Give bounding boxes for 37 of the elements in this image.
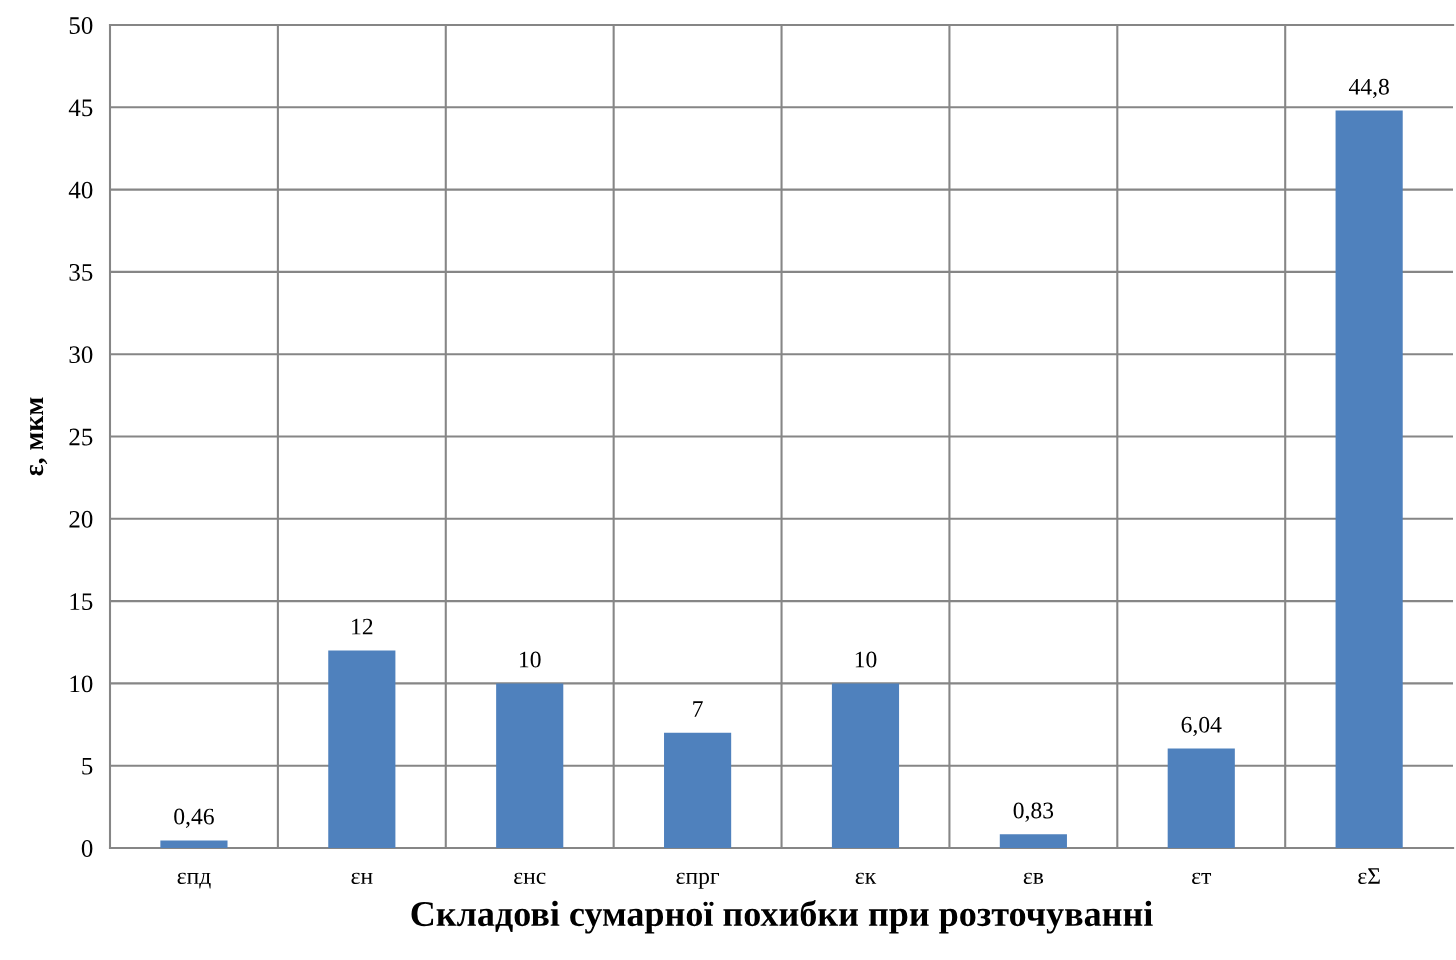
data-label: 10 [519,651,541,668]
y-tick-label: 30 [69,346,93,364]
data-label: 0,83 [1013,802,1054,822]
y-axis-title: ε, мкм [29,397,48,476]
x-tick-label: εпд [177,872,211,889]
y-tick-label: 5 [82,758,93,775]
x-tick-label: εн [351,872,373,885]
bar [328,650,396,848]
data-label: 10 [855,651,877,668]
x-tick-label: εт [1192,872,1212,885]
bar [160,840,228,848]
data-label: 12 [352,618,373,635]
x-tick-label: εпрг [676,872,720,889]
y-tick-label: 0 [81,840,93,857]
bar [664,732,732,848]
bar [831,683,900,848]
x-axis-title: Складові сумарної похибки при розточуванні [411,899,1153,934]
bar [1167,748,1235,848]
data-label: 0,46 [174,808,214,828]
y-tick-label: 10 [70,675,93,693]
y-tick-label: 45 [68,99,93,117]
y-tick-label: 15 [70,593,93,611]
y-tick-label: 20 [69,510,93,528]
y-tick-label: 40 [68,181,93,199]
x-tick-label: εв [1023,872,1044,885]
data-label: 44,8 [1348,78,1389,99]
data-label: 6,04 [1181,716,1222,737]
bar [496,683,564,848]
y-tick-label: 50 [69,17,93,34]
x-tick-label: εнс [514,872,546,885]
bar [999,834,1067,848]
bar [1335,110,1403,848]
x-tick-label: εк [855,872,877,885]
x-tick-label: εΣ [1358,868,1380,885]
y-tick-label: 25 [69,428,93,446]
y-tick-label: 35 [69,264,93,281]
data-label: 7 [693,701,703,717]
